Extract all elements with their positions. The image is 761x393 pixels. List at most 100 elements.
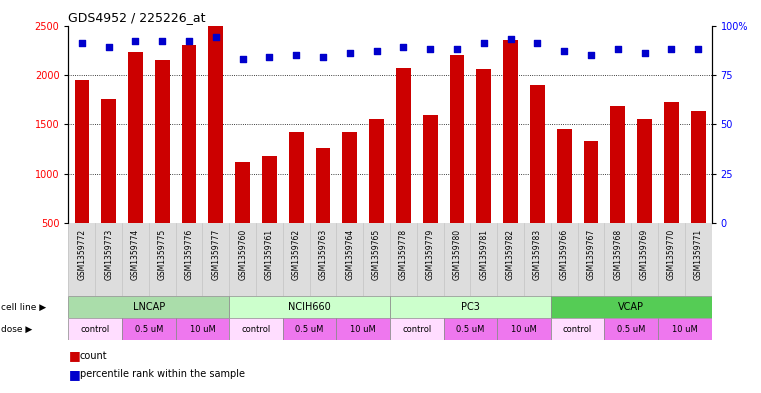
Bar — [235, 211, 250, 273]
Text: GSM1359760: GSM1359760 — [238, 229, 247, 281]
Bar — [450, 105, 464, 273]
Bar — [530, 134, 545, 273]
Bar — [691, 160, 705, 273]
Text: percentile rank within the sample: percentile rank within the sample — [80, 369, 245, 379]
Text: GSM1359781: GSM1359781 — [479, 229, 489, 280]
Text: control: control — [81, 325, 110, 334]
Point — [612, 46, 624, 52]
Point — [317, 54, 329, 61]
Bar — [557, 179, 572, 273]
Bar — [283, 318, 336, 340]
Bar — [450, 55, 464, 223]
Bar — [584, 191, 598, 273]
Bar — [229, 296, 390, 318]
Bar — [637, 168, 652, 273]
Text: 10 uM: 10 uM — [511, 325, 537, 334]
Bar — [530, 85, 545, 223]
Bar — [637, 119, 652, 223]
Point — [129, 38, 142, 44]
Text: GSM1359779: GSM1359779 — [425, 229, 435, 281]
Bar — [176, 318, 229, 340]
Bar — [503, 40, 518, 223]
Point — [371, 48, 383, 54]
Text: GSM1359775: GSM1359775 — [158, 229, 167, 281]
Bar — [128, 52, 143, 223]
Bar — [209, 51, 223, 273]
Point — [103, 44, 115, 50]
Bar — [182, 45, 196, 223]
Text: 0.5 uM: 0.5 uM — [295, 325, 324, 334]
Bar — [610, 155, 625, 273]
Text: GSM1359780: GSM1359780 — [453, 229, 461, 280]
Text: control: control — [402, 325, 431, 334]
Bar — [369, 119, 384, 223]
Bar — [557, 129, 572, 223]
Bar — [316, 198, 330, 273]
Text: control: control — [241, 325, 271, 334]
Bar — [262, 156, 277, 223]
Text: GDS4952 / 225226_at: GDS4952 / 225226_at — [68, 11, 206, 24]
Point — [665, 46, 677, 52]
Text: GSM1359777: GSM1359777 — [212, 229, 221, 281]
Text: PC3: PC3 — [461, 302, 480, 312]
Text: GSM1359776: GSM1359776 — [185, 229, 193, 281]
Point — [638, 50, 651, 56]
Text: GSM1359766: GSM1359766 — [559, 229, 568, 281]
Point — [237, 56, 249, 62]
Text: LNCAP: LNCAP — [132, 302, 165, 312]
Point — [424, 46, 436, 52]
Bar — [122, 318, 176, 340]
Bar — [551, 296, 712, 318]
Text: GSM1359773: GSM1359773 — [104, 229, 113, 281]
Bar — [182, 95, 196, 273]
Bar — [664, 102, 679, 223]
Bar — [336, 318, 390, 340]
Text: cell line ▶: cell line ▶ — [1, 303, 46, 312]
Point — [263, 54, 275, 61]
Point — [210, 34, 222, 40]
Bar — [584, 141, 598, 223]
Text: ■: ■ — [68, 349, 80, 362]
Point — [183, 38, 195, 44]
Point — [344, 50, 356, 56]
Bar — [289, 182, 304, 273]
Text: NCIH660: NCIH660 — [288, 302, 331, 312]
Text: dose ▶: dose ▶ — [1, 325, 32, 334]
Bar — [396, 68, 411, 223]
Text: GSM1359769: GSM1359769 — [640, 229, 649, 281]
Bar — [68, 318, 122, 340]
Point — [76, 40, 88, 46]
Bar — [476, 119, 491, 273]
Bar — [155, 60, 170, 223]
Bar — [369, 168, 384, 273]
Text: GSM1359767: GSM1359767 — [587, 229, 595, 281]
Bar — [423, 114, 438, 223]
Text: 0.5 uM: 0.5 uM — [456, 325, 485, 334]
Text: GSM1359761: GSM1359761 — [265, 229, 274, 280]
Text: GSM1359771: GSM1359771 — [693, 229, 702, 280]
Bar — [209, 2, 223, 223]
Point — [156, 38, 168, 44]
Text: GSM1359762: GSM1359762 — [291, 229, 301, 280]
Bar — [75, 129, 89, 273]
Point — [397, 44, 409, 50]
Point — [505, 36, 517, 42]
Point — [558, 48, 570, 54]
Text: GSM1359770: GSM1359770 — [667, 229, 676, 281]
Text: ■: ■ — [68, 367, 80, 381]
Bar — [101, 148, 116, 273]
Bar — [390, 296, 551, 318]
Text: 10 uM: 10 uM — [350, 325, 376, 334]
Point — [478, 40, 490, 46]
Bar — [342, 132, 357, 223]
Point — [451, 46, 463, 52]
Text: control: control — [563, 325, 592, 334]
Bar — [444, 318, 497, 340]
Bar — [235, 162, 250, 223]
Text: GSM1359772: GSM1359772 — [78, 229, 87, 280]
Bar — [262, 206, 277, 273]
Bar — [316, 148, 330, 223]
Text: GSM1359763: GSM1359763 — [319, 229, 327, 281]
Text: GSM1359778: GSM1359778 — [399, 229, 408, 280]
Bar — [229, 318, 283, 340]
